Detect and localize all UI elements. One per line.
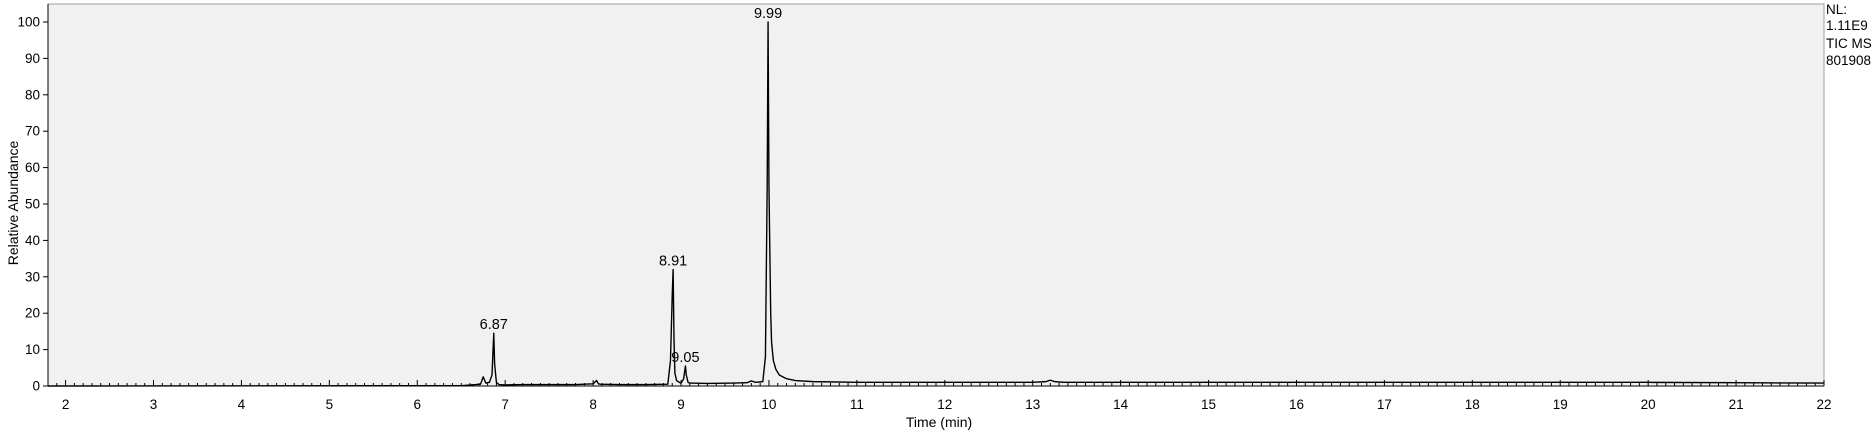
- peak-label: 9.05: [671, 350, 699, 366]
- y-tick-label: 60: [25, 160, 40, 175]
- peak-label: 9.99: [754, 6, 782, 22]
- nl-value: 1.11E9: [1826, 18, 1868, 33]
- y-tick-label: 40: [25, 233, 40, 248]
- y-tick-label: 30: [25, 269, 40, 284]
- y-axis-title: Relative Abundance: [5, 141, 21, 266]
- normalization-level-annotation: NL: 1.11E9 TIC MS 801908: [1826, 2, 1872, 68]
- x-tick-label: 7: [501, 397, 509, 412]
- x-tick-label: 13: [1025, 397, 1040, 412]
- x-axis-title: Time (min): [906, 414, 972, 430]
- y-ticks: 0 10 20 30 40 50 60 70 80 90 100: [17, 15, 48, 394]
- x-tick-label: 5: [326, 397, 334, 412]
- x-tick-label: 11: [850, 397, 864, 412]
- sample-id-label: 801908: [1826, 53, 1871, 68]
- y-tick-label: 20: [25, 306, 40, 321]
- y-tick-label: 70: [25, 124, 40, 139]
- x-tick-label: 14: [1113, 397, 1129, 412]
- y-tick-label: 50: [25, 197, 40, 212]
- x-tick-label: 16: [1289, 397, 1304, 412]
- y-tick-label: 90: [25, 51, 40, 66]
- x-tick-label: 21: [1729, 397, 1744, 412]
- x-tick-label: 10: [761, 397, 776, 412]
- x-ticks: 2 3 4 5 6 7 8 9 10 11 12 13 14 15 16 17 18 19 20 21 22: [62, 380, 1832, 412]
- x-tick-label: 9: [677, 397, 685, 412]
- peak-label: 6.87: [480, 317, 508, 333]
- y-tick-label: 10: [25, 342, 40, 357]
- nl-label: NL:: [1826, 2, 1847, 17]
- x-tick-label: 17: [1377, 397, 1392, 412]
- x-tick-label: 20: [1641, 397, 1656, 412]
- plot-area: [47, 3, 1825, 387]
- y-tick-label: 0: [32, 379, 40, 394]
- peak-label: 8.91: [659, 254, 687, 270]
- x-tick-label: 18: [1465, 397, 1480, 412]
- y-tick-label: 100: [17, 15, 40, 30]
- peak-labels: 6.87 8.91 9.05 9.99: [480, 6, 783, 366]
- x-tick-label: 15: [1201, 397, 1216, 412]
- x-tick-label: 2: [62, 397, 70, 412]
- scan-filter-label: TIC MS: [1826, 36, 1872, 51]
- x-tick-label: 19: [1553, 397, 1568, 412]
- x-tick-label: 6: [414, 397, 422, 412]
- x-tick-label: 22: [1816, 397, 1831, 412]
- x-tick-label: 8: [589, 397, 597, 412]
- x-tick-label: 12: [937, 397, 952, 412]
- x-tick-label: 3: [150, 397, 158, 412]
- tic-trace-line: [47, 21, 1825, 387]
- y-tick-label: 80: [25, 87, 40, 102]
- x-tick-label: 4: [238, 397, 246, 412]
